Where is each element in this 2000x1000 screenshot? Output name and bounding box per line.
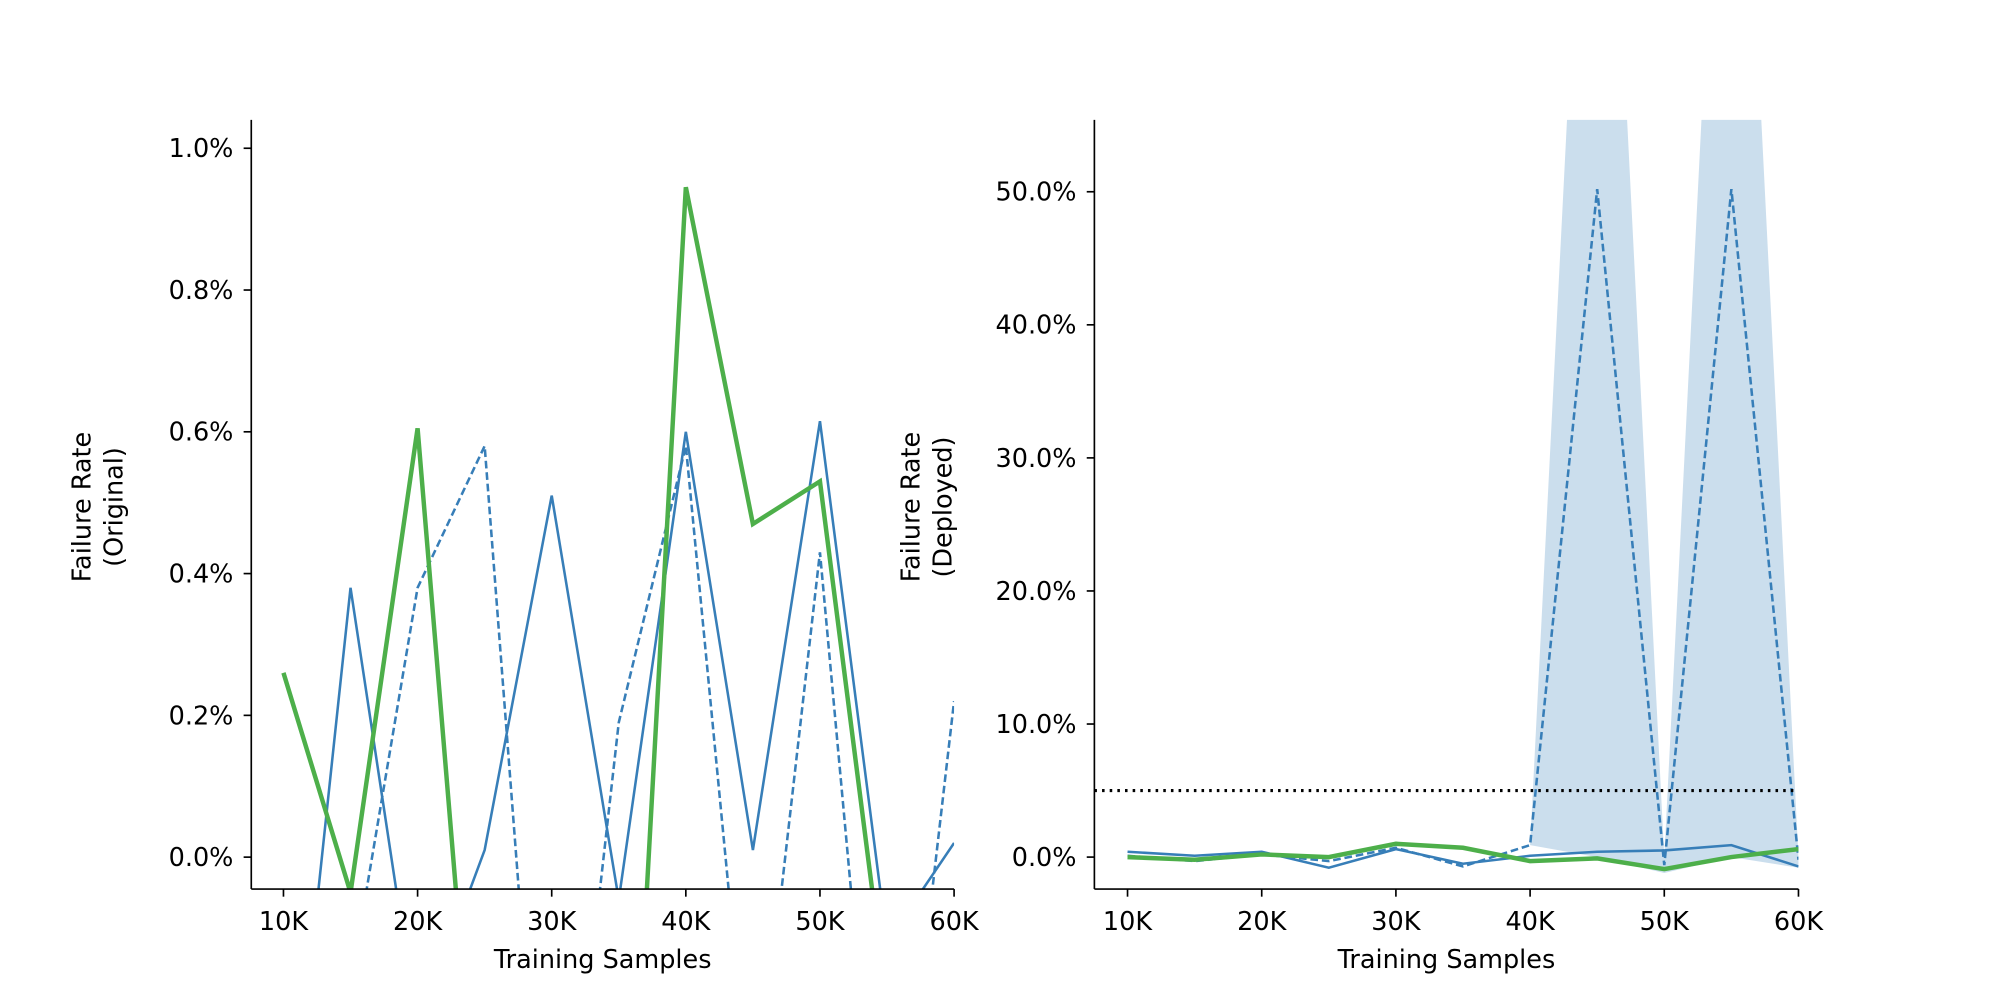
x-tick-label: 60K [929, 907, 979, 937]
y-axis-label: (Original) [99, 447, 129, 567]
y-tick-label: 0.8% [169, 276, 234, 306]
confidence-band [1127, 119, 1799, 874]
y-tick-label: 50.0% [996, 178, 1077, 208]
series-line [1127, 843, 1799, 870]
x-tick-label: 20K [1237, 907, 1287, 937]
x-tick-label: 10K [1103, 907, 1153, 937]
series-line [1127, 188, 1799, 868]
x-tick-label: 50K [1640, 907, 1690, 937]
y-tick-label: 0.0% [1012, 843, 1077, 873]
y-axis-label: Failure Rate [68, 432, 98, 582]
y-tick-label: 1.0% [169, 134, 234, 164]
y-tick-label: 10.0% [996, 710, 1077, 740]
y-tick-label: 0.4% [169, 560, 234, 590]
y-tick-label: 30.0% [996, 444, 1077, 474]
series-line [365, 441, 955, 890]
x-axis-label: Training Samples [493, 945, 712, 975]
x-axis-label: Training Samples [1337, 945, 1556, 975]
x-tick-label: 30K [1371, 907, 1421, 937]
y-tick-label: 0.6% [169, 418, 234, 448]
x-tick-label: 40K [661, 907, 711, 937]
y-axis-label: (Deployed) [929, 436, 959, 577]
plot-area [281, 186, 955, 890]
y-axis-label: Failure Rate [897, 432, 927, 582]
series-line [281, 186, 875, 890]
y-tick-label: 20.0% [996, 577, 1077, 607]
y-tick-label: 0.0% [169, 843, 234, 873]
x-tick-label: 20K [393, 907, 443, 937]
x-tick-label: 10K [259, 907, 309, 937]
x-tick-label: 50K [795, 907, 845, 937]
y-tick-label: 0.2% [169, 701, 234, 731]
x-tick-label: 30K [527, 907, 577, 937]
y-tick-label: 40.0% [996, 311, 1077, 341]
series-line [1127, 841, 1799, 872]
x-tick-label: 40K [1506, 907, 1556, 937]
x-tick-label: 60K [1774, 907, 1824, 937]
plot-area [1094, 119, 1799, 874]
series-line [317, 420, 955, 890]
